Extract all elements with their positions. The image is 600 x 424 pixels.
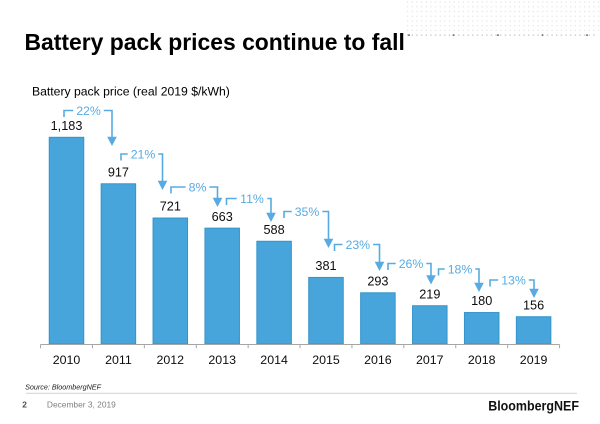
svg-text:2016: 2016 bbox=[364, 353, 392, 367]
svg-text:13%: 13% bbox=[501, 274, 526, 288]
svg-text:381: 381 bbox=[315, 259, 336, 273]
svg-text:22%: 22% bbox=[76, 104, 101, 118]
svg-text:293: 293 bbox=[367, 274, 388, 288]
svg-text:Battery pack prices continue t: Battery pack prices continue to fall bbox=[25, 29, 405, 55]
svg-text:23%: 23% bbox=[345, 238, 370, 252]
svg-text:219: 219 bbox=[419, 287, 440, 301]
svg-text:588: 588 bbox=[264, 223, 285, 237]
svg-text:BloombergNEF: BloombergNEF bbox=[488, 398, 579, 414]
svg-text:663: 663 bbox=[212, 210, 233, 224]
svg-text:21%: 21% bbox=[131, 148, 156, 162]
svg-text:917: 917 bbox=[108, 165, 129, 179]
svg-text:8%: 8% bbox=[189, 181, 207, 195]
svg-text:156: 156 bbox=[523, 298, 544, 312]
svg-text:2012: 2012 bbox=[157, 353, 185, 367]
svg-text:2013: 2013 bbox=[208, 353, 236, 367]
svg-text:18%: 18% bbox=[448, 263, 473, 277]
svg-text:Source: BloombergNEF: Source: BloombergNEF bbox=[25, 382, 102, 391]
svg-text:2011: 2011 bbox=[105, 353, 132, 367]
svg-text:2015: 2015 bbox=[312, 353, 340, 367]
svg-text:Battery pack price (real 2019: Battery pack price (real 2019 $/kWh) bbox=[32, 85, 230, 99]
svg-text:26%: 26% bbox=[399, 257, 424, 271]
svg-text:2017: 2017 bbox=[416, 353, 444, 367]
svg-text:2: 2 bbox=[22, 399, 27, 409]
svg-text:11%: 11% bbox=[240, 192, 264, 206]
svg-text:1,183: 1,183 bbox=[51, 119, 83, 133]
svg-text:2019: 2019 bbox=[520, 353, 548, 367]
svg-text:35%: 35% bbox=[295, 205, 320, 219]
svg-text:2018: 2018 bbox=[468, 353, 496, 367]
svg-text:180: 180 bbox=[471, 294, 492, 308]
svg-text:December 3, 2019: December 3, 2019 bbox=[47, 399, 116, 409]
svg-text:2014: 2014 bbox=[260, 353, 288, 367]
svg-text:721: 721 bbox=[160, 200, 181, 214]
svg-text:2010: 2010 bbox=[53, 353, 81, 367]
